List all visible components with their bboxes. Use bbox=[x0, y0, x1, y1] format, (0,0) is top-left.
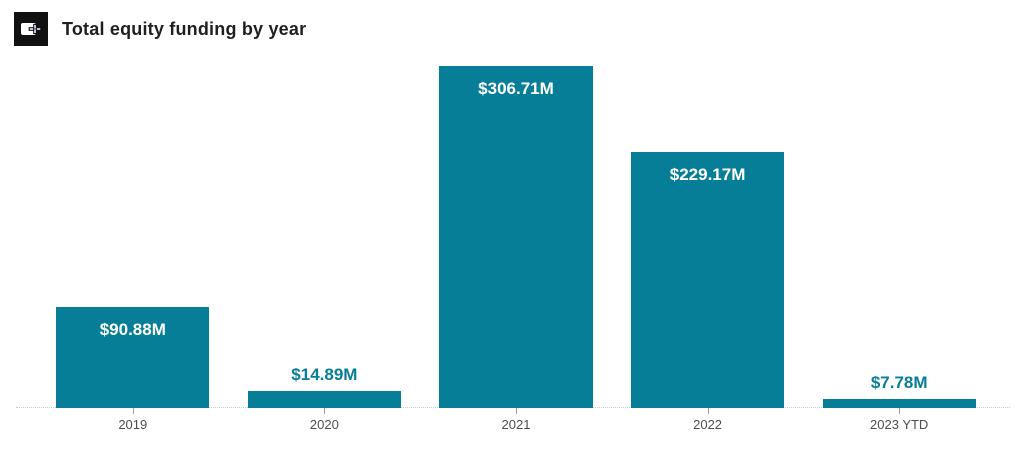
plot-area: $90.88M $14.89M $306.71M $229.17M $7.78M bbox=[37, 60, 995, 408]
bar-2020[interactable] bbox=[247, 391, 402, 408]
bar-2021[interactable] bbox=[439, 66, 593, 408]
x-axis-slot: 2022 bbox=[612, 408, 804, 444]
bar-slot: $306.71M bbox=[420, 60, 612, 408]
bar-2019[interactable] bbox=[56, 307, 210, 408]
bar-value-label: $90.88M bbox=[99, 320, 166, 339]
x-category-label: 2020 bbox=[309, 417, 339, 432]
x-tick bbox=[707, 408, 709, 414]
bar-2022[interactable] bbox=[630, 152, 785, 408]
bar-value-label: $306.71M bbox=[478, 79, 554, 98]
bar-2023-ytd[interactable] bbox=[822, 399, 976, 408]
bar-slot: $90.88M bbox=[37, 60, 229, 408]
bar-value-label: $229.17M bbox=[669, 165, 746, 184]
x-axis-labels: 2019 2020 2021 2022 2023 YTD bbox=[37, 408, 995, 444]
page-title: Total equity funding by year bbox=[62, 18, 307, 39]
x-tick bbox=[324, 408, 326, 414]
bar-slot: $14.89M bbox=[229, 60, 421, 408]
x-category-label: 2019 bbox=[118, 417, 148, 432]
x-tick bbox=[132, 408, 134, 414]
bar-value-label: $14.89M bbox=[291, 365, 358, 384]
x-axis-slot: 2019 bbox=[37, 408, 229, 444]
bar-slot: $229.17M bbox=[612, 60, 804, 408]
header: Total equity funding by year bbox=[14, 12, 306, 46]
x-category-label: 2022 bbox=[693, 417, 723, 432]
x-tick bbox=[899, 408, 901, 414]
bar-value-label: $7.78M bbox=[870, 373, 928, 392]
x-category-label: 2023 YTD bbox=[870, 417, 929, 432]
x-axis-slot: 2023 YTD bbox=[803, 408, 995, 444]
bar-slot: $7.78M bbox=[803, 60, 995, 408]
x-category-label: 2021 bbox=[501, 417, 531, 432]
chart-plus-icon bbox=[14, 12, 48, 46]
x-axis-slot: 2020 bbox=[229, 408, 421, 444]
x-tick bbox=[515, 408, 517, 414]
x-axis-slot: 2021 bbox=[420, 408, 612, 444]
